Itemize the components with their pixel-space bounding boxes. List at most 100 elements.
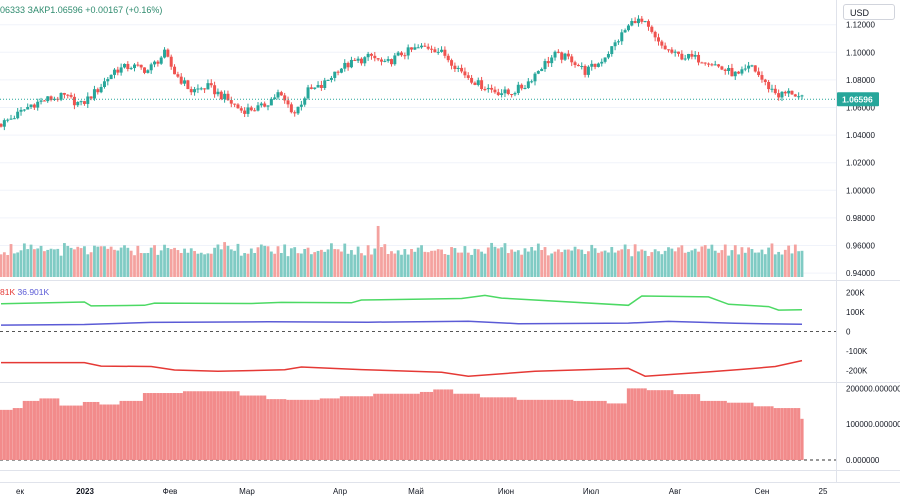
candle-body xyxy=(590,63,594,67)
candle-body xyxy=(16,111,20,119)
price-tick-label: 1.04000 xyxy=(846,131,875,140)
candlesticks[interactable] xyxy=(0,15,836,131)
candle-body xyxy=(613,42,617,47)
oi-bar xyxy=(777,408,781,460)
candle-body xyxy=(353,59,357,61)
price-tick-label: 1.02000 xyxy=(846,159,875,168)
volume-bar xyxy=(413,251,417,277)
oi-bar xyxy=(329,398,334,460)
candle-body xyxy=(596,63,600,67)
candle-body xyxy=(456,67,460,69)
candle-body xyxy=(366,53,370,58)
oi-bar xyxy=(313,399,317,460)
volume-bar xyxy=(730,250,734,277)
volume-bar xyxy=(536,243,540,277)
price-tick-label: 1.10000 xyxy=(846,48,875,57)
time-axis[interactable]: ек 2023 Фев Мар Апр Май Июн Июл Авг Сен 25 xyxy=(16,487,828,496)
candle-body xyxy=(763,79,767,83)
volume-bar xyxy=(620,249,624,277)
oi-bar xyxy=(176,393,180,460)
volume-bar xyxy=(787,245,791,277)
oi-bar xyxy=(593,400,597,460)
oi-bar xyxy=(49,398,53,460)
volume-bar xyxy=(486,247,490,277)
candle-body xyxy=(760,75,764,80)
volume-bar xyxy=(560,252,564,277)
oi-bar xyxy=(22,400,26,460)
volume-bar xyxy=(189,248,193,277)
volume-bar xyxy=(326,249,330,277)
volume-bar xyxy=(406,254,410,277)
candle-body xyxy=(727,67,731,71)
currency-selector[interactable]: USD xyxy=(843,4,895,20)
candle-body xyxy=(189,89,193,93)
candle-body xyxy=(293,112,297,114)
volume-bar xyxy=(637,251,640,277)
oi-bar xyxy=(493,397,497,460)
volume-bar xyxy=(773,254,777,277)
oi-bar xyxy=(369,396,374,460)
volume-bar xyxy=(523,248,527,277)
cot-tick-label: -200K xyxy=(846,366,868,375)
oi-bar xyxy=(223,391,227,460)
currency-label: USD xyxy=(850,8,870,18)
candle-body xyxy=(683,58,687,60)
oi-bar xyxy=(409,393,414,460)
volume-bar xyxy=(593,248,597,277)
oi-bar xyxy=(333,398,337,460)
oi-bar xyxy=(169,393,173,460)
candle-body xyxy=(306,87,310,99)
oi-bar xyxy=(613,403,617,460)
volume-bar xyxy=(146,252,150,277)
candle-body xyxy=(513,93,517,95)
volume-bar xyxy=(323,251,327,277)
volume-bar xyxy=(309,254,313,277)
volume-bar xyxy=(430,250,433,277)
candle-body xyxy=(19,109,23,112)
volume-bar xyxy=(166,247,170,277)
volume-bar xyxy=(303,248,307,277)
oi-bar xyxy=(500,397,504,460)
volume-bar xyxy=(540,249,544,277)
oi-bar xyxy=(296,399,300,460)
oi-bar xyxy=(503,397,507,460)
volume-bar xyxy=(400,254,403,277)
oi-bar xyxy=(276,399,280,460)
candle-body xyxy=(66,94,70,96)
volume-bar xyxy=(653,249,657,277)
oi-bar xyxy=(69,405,73,460)
candle-body xyxy=(566,53,570,57)
candle-body xyxy=(543,61,547,70)
candle-body xyxy=(383,60,387,62)
candle-body xyxy=(720,66,724,70)
volume-bar xyxy=(213,247,216,277)
oi-bar xyxy=(229,391,233,460)
candle-body xyxy=(553,51,557,58)
volume-bar xyxy=(273,253,277,277)
cot-lines xyxy=(0,294,836,377)
oi-bar xyxy=(406,393,410,460)
candle-body xyxy=(253,110,257,112)
oi-bar xyxy=(543,399,547,460)
oi-bar xyxy=(480,397,484,460)
candle-body xyxy=(59,92,63,100)
oi-bar xyxy=(46,398,50,460)
oi-bar xyxy=(696,394,701,460)
candle-body xyxy=(389,59,393,65)
volume-bar xyxy=(510,249,514,277)
oi-bar xyxy=(32,400,36,460)
candle-body xyxy=(733,71,737,77)
candle-body xyxy=(586,66,590,75)
volume-bar xyxy=(89,252,93,277)
candle-body xyxy=(546,61,550,64)
oi-bar xyxy=(720,400,724,460)
oi-bar xyxy=(747,402,751,460)
volume-bar xyxy=(76,246,80,277)
oi-bar xyxy=(289,399,293,460)
candle-body xyxy=(540,69,544,72)
candle-body xyxy=(710,64,714,66)
volume-bar xyxy=(330,243,333,277)
oi-bar xyxy=(189,391,193,460)
price-axis[interactable]: 1.12000 1.10000 1.08000 1.06000 1.04000 1.020… xyxy=(837,21,900,465)
